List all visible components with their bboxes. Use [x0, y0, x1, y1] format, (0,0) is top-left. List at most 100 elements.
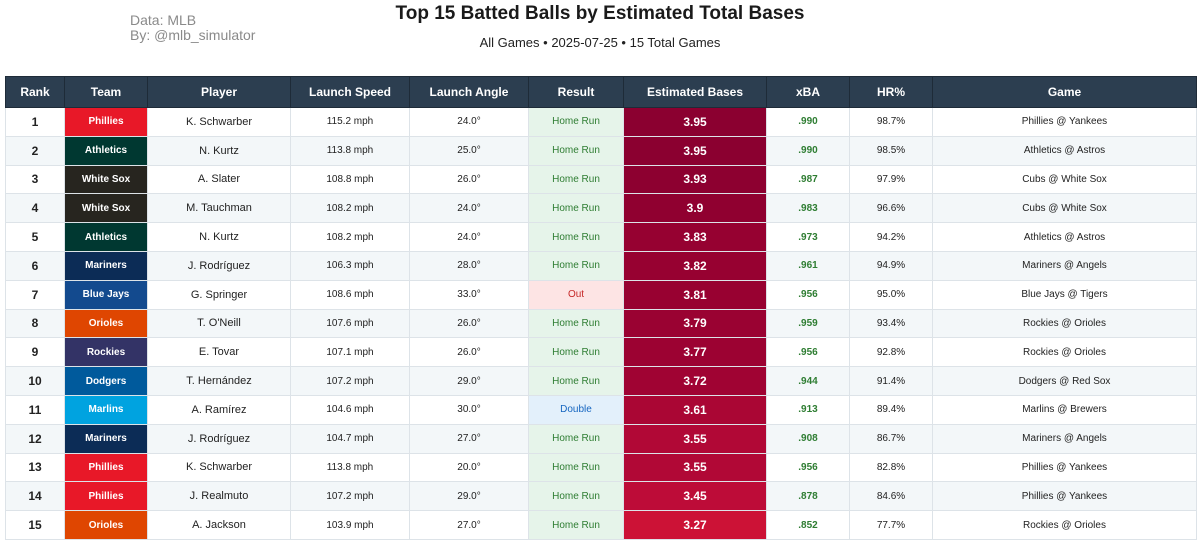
estimated-bases-cell: 3.61	[623, 394, 767, 425]
launch-angle-cell: 24.0°	[409, 193, 529, 224]
table-row[interactable]: 2 Athletics N. Kurtz 113.8 mph 25.0° Home Run…	[5, 135, 1197, 166]
game-cell: Rockies @ Orioles	[932, 337, 1197, 368]
column-header-launch-angle[interactable]: Launch Angle	[409, 76, 529, 108]
table-row[interactable]: 13 Phillies K. Schwarber 113.8 mph 20.0° Home…	[5, 452, 1197, 483]
team-cell: Mariners	[64, 250, 148, 281]
launch-speed-cell: 107.6 mph	[290, 308, 410, 339]
column-header-rank[interactable]: Rank	[5, 76, 65, 108]
team-cell: White Sox	[64, 193, 148, 224]
team-cell: Phillies	[64, 452, 148, 483]
table-row[interactable]: 3 White Sox A. Slater 108.8 mph 26.0° Home Ru…	[5, 164, 1197, 195]
team-cell: Blue Jays	[64, 279, 148, 310]
xba-cell: .959	[766, 308, 850, 339]
author-line: By: @mlb_simulator	[130, 27, 256, 43]
player-cell: A. Jackson	[147, 510, 291, 540]
estimated-bases-cell: 3.27	[623, 510, 767, 540]
player-cell: A. Ramírez	[147, 394, 291, 425]
player-cell: K. Schwarber	[147, 107, 291, 137]
xba-cell: .987	[766, 164, 850, 195]
table-row[interactable]: 9 Rockies E. Tovar 107.1 mph 26.0° Home Run 3.…	[5, 337, 1197, 368]
launch-speed-cell: 108.6 mph	[290, 279, 410, 310]
player-cell: M. Tauchman	[147, 193, 291, 224]
hr-pct-cell: 94.9%	[849, 250, 933, 281]
launch-angle-cell: 26.0°	[409, 164, 529, 195]
result-cell: Home Run	[528, 337, 624, 368]
rank-cell: 6	[5, 250, 65, 281]
launch-speed-cell: 107.2 mph	[290, 366, 410, 396]
xba-cell: .990	[766, 107, 850, 137]
column-header-player[interactable]: Player	[147, 76, 291, 108]
hr-pct-cell: 91.4%	[849, 366, 933, 396]
column-header-estimated-bases[interactable]: Estimated Bases	[623, 76, 767, 108]
column-header-launch-speed[interactable]: Launch Speed	[290, 76, 410, 108]
game-cell: Athletics @ Astros	[932, 222, 1197, 252]
column-header-result[interactable]: Result	[528, 76, 624, 108]
launch-speed-cell: 108.2 mph	[290, 193, 410, 224]
table-row[interactable]: 4 White Sox M. Tauchman 108.2 mph 24.0° Home …	[5, 193, 1197, 224]
team-cell: Rockies	[64, 337, 148, 368]
table-row[interactable]: 6 Mariners J. Rodríguez 106.3 mph 28.0° Home …	[5, 250, 1197, 281]
rank-cell: 15	[5, 510, 65, 540]
launch-angle-cell: 27.0°	[409, 510, 529, 540]
game-cell: Athletics @ Astros	[932, 135, 1197, 166]
table-row[interactable]: 7 Blue Jays G. Springer 108.6 mph 33.0° Out 3.…	[5, 279, 1197, 310]
table-row[interactable]: 14 Phillies J. Realmuto 107.2 mph 29.0° Home …	[5, 481, 1197, 512]
estimated-bases-cell: 3.79	[623, 308, 767, 339]
rank-cell: 9	[5, 337, 65, 368]
table-row[interactable]: 8 Orioles T. O'Neill 107.6 mph 26.0° Home Run…	[5, 308, 1197, 339]
rank-cell: 12	[5, 423, 65, 454]
result-cell: Home Run	[528, 164, 624, 195]
team-cell: Phillies	[64, 107, 148, 137]
table-header-row: Rank Team Player Launch Speed Launch Ang…	[5, 76, 1197, 108]
launch-speed-cell: 107.1 mph	[290, 337, 410, 368]
player-cell: J. Rodríguez	[147, 250, 291, 281]
team-cell: Dodgers	[64, 366, 148, 396]
table-row[interactable]: 1 Phillies K. Schwarber 115.2 mph 24.0° Home …	[5, 107, 1197, 137]
game-cell: Cubs @ White Sox	[932, 193, 1197, 224]
hr-pct-cell: 77.7%	[849, 510, 933, 540]
team-cell: Marlins	[64, 394, 148, 425]
xba-cell: .852	[766, 510, 850, 540]
estimated-bases-cell: 3.45	[623, 481, 767, 512]
rank-cell: 3	[5, 164, 65, 195]
launch-speed-cell: 103.9 mph	[290, 510, 410, 540]
hr-pct-cell: 82.8%	[849, 452, 933, 483]
column-header-xba[interactable]: xBA	[766, 76, 850, 108]
table-row[interactable]: 12 Mariners J. Rodríguez 104.7 mph 27.0° Home…	[5, 423, 1197, 454]
result-cell: Home Run	[528, 366, 624, 396]
xba-cell: .956	[766, 279, 850, 310]
team-cell: Orioles	[64, 308, 148, 339]
xba-cell: .983	[766, 193, 850, 224]
hr-pct-cell: 96.6%	[849, 193, 933, 224]
table-row[interactable]: 15 Orioles A. Jackson 103.9 mph 27.0° Home Ru…	[5, 510, 1197, 540]
launch-angle-cell: 33.0°	[409, 279, 529, 310]
rank-cell: 10	[5, 366, 65, 396]
launch-angle-cell: 25.0°	[409, 135, 529, 166]
xba-cell: .956	[766, 337, 850, 368]
launch-speed-cell: 107.2 mph	[290, 481, 410, 512]
table-row[interactable]: 5 Athletics N. Kurtz 108.2 mph 24.0° Home Run…	[5, 222, 1197, 252]
page-title: Top 15 Batted Balls by Estimated Total B…	[395, 3, 805, 24]
launch-speed-cell: 113.8 mph	[290, 135, 410, 166]
rank-cell: 2	[5, 135, 65, 166]
xba-cell: .878	[766, 481, 850, 512]
result-cell: Home Run	[528, 423, 624, 454]
player-cell: E. Tovar	[147, 337, 291, 368]
table-row[interactable]: 11 Marlins A. Ramírez 104.6 mph 30.0° Double 3…	[5, 394, 1197, 425]
column-header-hr-pct[interactable]: HR%	[849, 76, 933, 108]
rank-cell: 4	[5, 193, 65, 224]
launch-angle-cell: 26.0°	[409, 337, 529, 368]
hr-pct-cell: 98.7%	[849, 107, 933, 137]
launch-speed-cell: 104.7 mph	[290, 423, 410, 454]
data-source-credit: Data: MLB By: @mlb_simulator	[130, 13, 255, 43]
launch-speed-cell: 108.8 mph	[290, 164, 410, 195]
estimated-bases-cell: 3.95	[623, 135, 767, 166]
result-cell: Home Run	[528, 107, 624, 137]
column-header-game[interactable]: Game	[932, 76, 1197, 108]
game-cell: Rockies @ Orioles	[932, 308, 1197, 339]
result-cell: Out	[528, 279, 624, 310]
column-header-team[interactable]: Team	[64, 76, 148, 108]
launch-speed-cell: 113.8 mph	[290, 452, 410, 483]
table-row[interactable]: 10 Dodgers T. Hernández 107.2 mph 29.0° Home …	[5, 366, 1197, 396]
game-cell: Mariners @ Angels	[932, 250, 1197, 281]
